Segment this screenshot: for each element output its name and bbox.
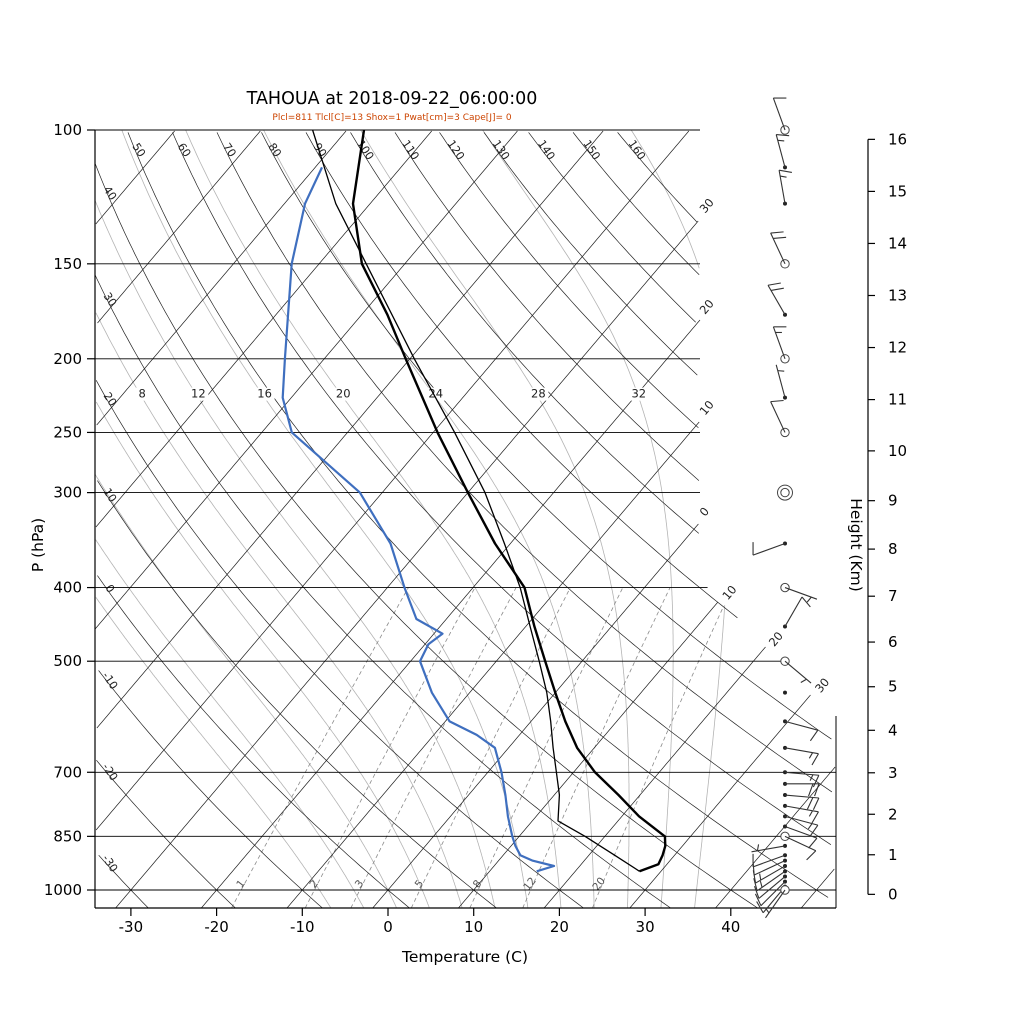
svg-text:12: 12	[888, 339, 907, 357]
svg-text:30: 30	[636, 918, 655, 936]
svg-text:-10: -10	[290, 918, 315, 936]
svg-text:32: 32	[631, 387, 646, 401]
svg-text:40: 40	[101, 184, 120, 203]
svg-text:16: 16	[888, 130, 907, 148]
svg-text:28: 28	[531, 387, 546, 401]
svg-text:14: 14	[888, 234, 907, 252]
svg-text:10: 10	[101, 486, 120, 505]
svg-text:0: 0	[383, 918, 393, 936]
moist-adiabat-labels: 8 12 16 20 24 28 32	[132, 387, 649, 401]
svg-text:20: 20	[101, 390, 120, 409]
pressure-gridlines	[95, 129, 836, 891]
svg-text:13: 13	[888, 286, 907, 304]
svg-text:1000: 1000	[44, 881, 82, 899]
svg-text:300: 300	[53, 484, 82, 502]
svg-text:8: 8	[888, 540, 898, 558]
svg-text:60: 60	[175, 141, 194, 160]
temperature-curve	[351, 129, 667, 873]
svg-text:700: 700	[53, 763, 82, 781]
svg-text:1: 1	[888, 846, 898, 864]
svg-text:30: 30	[101, 290, 120, 309]
svg-text:850: 850	[53, 827, 82, 845]
svg-text:10: 10	[888, 442, 907, 460]
parcel-curve	[311, 129, 640, 872]
svg-text:50: 50	[129, 141, 148, 160]
svg-text:3: 3	[888, 764, 898, 782]
moist-adiabats-group	[94, 129, 726, 909]
svg-text:500: 500	[53, 652, 82, 670]
svg-text:10: 10	[464, 918, 483, 936]
svg-text:8: 8	[138, 387, 145, 401]
svg-text:6: 6	[888, 633, 898, 651]
svg-text:-30: -30	[119, 918, 144, 936]
x-axis-title: Temperature (C)	[401, 948, 528, 966]
svg-text:400: 400	[53, 579, 82, 597]
svg-text:150: 150	[53, 255, 82, 273]
svg-text:16: 16	[257, 387, 272, 401]
svg-text:200: 200	[53, 350, 82, 368]
bottom-axis: -30 -20 -10 0 10 20 30 40	[95, 716, 837, 936]
svg-text:250: 250	[53, 423, 82, 441]
svg-text:11: 11	[888, 391, 907, 409]
svg-text:4: 4	[888, 721, 898, 739]
svg-text:7: 7	[888, 587, 898, 605]
svg-text:40: 40	[721, 918, 740, 936]
svg-text:90: 90	[311, 141, 330, 160]
dewpoint-curve	[281, 166, 556, 873]
svg-text:80: 80	[265, 141, 284, 160]
svg-text:-20: -20	[204, 918, 229, 936]
page-title: TAHOUA at 2018-09-22_06:00:00	[246, 89, 538, 109]
svg-text:20: 20	[550, 918, 569, 936]
svg-text:0: 0	[888, 885, 898, 903]
left-axis: 100 150 200 250 300 400 500 700 850 1000	[44, 121, 96, 908]
svg-text:70: 70	[220, 141, 239, 160]
svg-text:2: 2	[888, 805, 898, 823]
svg-text:100: 100	[53, 121, 82, 139]
svg-text:5: 5	[888, 678, 898, 696]
svg-text:15: 15	[888, 182, 907, 200]
svg-text:9: 9	[888, 492, 898, 510]
y-left-axis-title: P (hPa)	[29, 518, 47, 572]
y-right-axis-title: Height (Km)	[847, 498, 865, 592]
svg-text:12: 12	[191, 387, 206, 401]
wind-barbs	[751, 97, 820, 919]
params-line: Plcl=811 Tlcl[C]=13 Shox=1 Pwat[cm]=3 Ca…	[272, 113, 511, 123]
svg-text:20: 20	[336, 387, 351, 401]
